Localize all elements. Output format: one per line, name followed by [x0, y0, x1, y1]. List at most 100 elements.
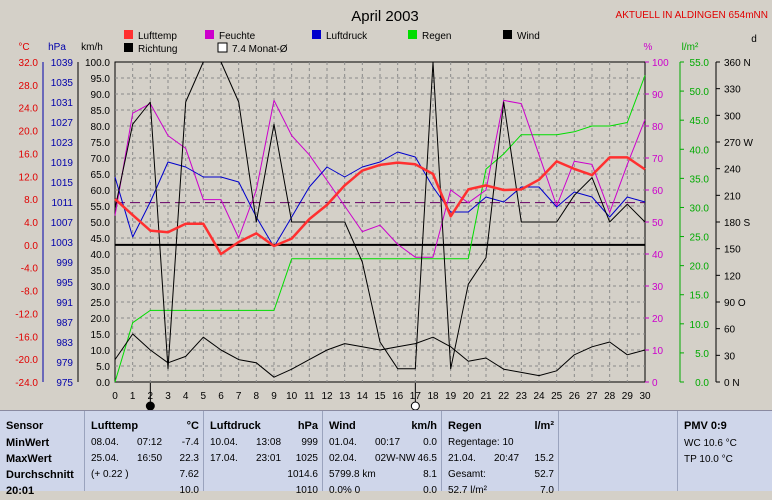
chart-title: April 2003 [351, 8, 419, 25]
weather-chart: April 2003 AKTUELL IN ALDINGEN 654mNN Lu… [15, 8, 768, 410]
x-tick-label: 5 [201, 391, 207, 402]
legend-label: Lufttemp [138, 31, 177, 42]
x-tick-label: 21 [480, 391, 492, 402]
direction-tick-label: 90 O [724, 298, 746, 309]
x-tick-label: 25 [551, 391, 563, 402]
humidity-tick-label: 50 [652, 218, 664, 229]
wind-min-value: 0.0 [423, 437, 437, 448]
wind-tick-label: 45.0 [91, 234, 111, 245]
new-moon-icon [145, 401, 155, 410]
panel-divider [441, 411, 442, 491]
pressure-column: Luftdruck hPa 10.04. 13:08 999 17.04. 23:01 1… [204, 411, 322, 496]
pressure-tick-label: 1011 [51, 198, 73, 209]
x-tick-label: 16 [392, 391, 404, 402]
temp-avg-value: 7.62 [179, 469, 199, 480]
direction-tick-label: 300 [724, 111, 741, 122]
humidity-tick-label: 100 [652, 58, 669, 69]
direction-tick-label: 60 [724, 325, 736, 336]
x-tick-label: 9 [271, 391, 277, 402]
pressure-tick-label: 991 [56, 298, 73, 309]
wind-axis-title: km/h [81, 42, 103, 53]
humidity-tick-label: 30 [652, 282, 664, 293]
rain-tick-label: 10.0 [690, 320, 710, 331]
pressure-min-value: 999 [301, 437, 318, 448]
direction-tick-label: 180 S [724, 218, 750, 229]
legend-swatch-icon [408, 30, 417, 39]
humidity-tick-label: 20 [652, 314, 664, 325]
humidity-tick-label: 90 [652, 90, 664, 101]
series-regen [114, 75, 646, 383]
legend-swatch-icon [205, 30, 214, 39]
sensor-column: Sensor MinWert MaxWert Durchschnitt 20:0… [0, 411, 84, 497]
humidity-axis-title: % [644, 42, 653, 53]
pressure-max-value: 1025 [295, 453, 318, 464]
pmv-header: PMV 0:9 [684, 420, 727, 432]
pressure-tick-label: 983 [56, 338, 73, 349]
wind-tick-label: 0.0 [96, 378, 110, 389]
temp-column: Lufttemp °C 08.04. 07:12 -7.4 25.04. 16:50 22… [85, 411, 203, 496]
rain-total-value: 52.7 [534, 469, 554, 480]
direction-tick-label: 240 [724, 165, 741, 176]
humidity-tick-label: 0 [652, 378, 658, 389]
wind-current-value: 0.0 [423, 485, 437, 496]
pressure-unit: hPa [297, 420, 318, 432]
x-tick-label: 0 [112, 391, 118, 402]
temp-min-value: -7.4 [181, 437, 199, 448]
wind-max-direction: 02W-NW [375, 453, 416, 464]
wind-tick-label: 60.0 [91, 186, 111, 197]
temp-tick-label: 32.0 [19, 58, 39, 69]
humidity-tick-label: 60 [652, 186, 664, 197]
temp-tick-label: -12.0 [15, 309, 38, 320]
wind-tick-label: 35.0 [91, 266, 111, 277]
temp-max-time: 16:50 [137, 453, 163, 464]
pressure-tick-label: 1003 [51, 238, 74, 249]
panel-empty-column [559, 411, 677, 491]
temp-header: Lufttemp [91, 420, 139, 432]
direction-tick-label: 330 [724, 85, 741, 96]
temp-tick-label: -20.0 [15, 355, 38, 366]
temp-unit: °C [186, 420, 199, 432]
humidity-tick-label: 70 [652, 154, 664, 165]
wind-tick-label: 80.0 [91, 122, 111, 133]
x-tick-label: 22 [498, 391, 510, 402]
pressure-max-time: 23:01 [256, 453, 282, 464]
wind-column: Wind km/h 01.04. 00:17 0.0 02.04. 02W-NW 46.5… [323, 411, 441, 496]
temp-max-value: 22.3 [179, 453, 199, 464]
wind-tick-label: 5.0 [96, 362, 110, 373]
panel-divider [558, 411, 559, 491]
pmv-windchill: WC 10.6 °C [684, 438, 737, 449]
x-tick-label: 4 [183, 391, 189, 402]
pressure-max-date: 17.04. [210, 453, 238, 464]
label-max: MaxWert [6, 453, 52, 465]
wind-tick-label: 55.0 [91, 202, 111, 213]
x-tick-label: 15 [374, 391, 386, 402]
full-moon-icon [410, 401, 420, 410]
x-tick-label: 18 [427, 391, 439, 402]
x-tick-label: 23 [516, 391, 528, 402]
x-axis-ticks: 0123456789101112131415161718192021222324… [112, 383, 651, 410]
x-tick-label: 6 [218, 391, 224, 402]
pressure-avg-value: 1014.6 [287, 469, 318, 480]
legend-swatch-icon [312, 30, 321, 39]
temp-tick-label: 16.0 [19, 149, 39, 160]
temp-min-date: 08.04. [91, 437, 119, 448]
legend-label: 7.4 Monat-Ø [232, 44, 288, 55]
series-richtung [114, 61, 646, 370]
temp-tick-label: -16.0 [15, 332, 38, 343]
humidity-tick-label: 40 [652, 250, 664, 261]
panel-divider [677, 411, 678, 491]
rain-header: Regen [448, 420, 482, 432]
wind-tick-label: 70.0 [91, 154, 111, 165]
x-tick-label: 1 [130, 391, 136, 402]
rain-column: Regen l/m² Regentage: 10 21.04. 20:47 15.2 … [442, 411, 558, 496]
wind-min-date: 01.04. [329, 437, 357, 448]
x-tick-label: 28 [604, 391, 616, 402]
pressure-tick-label: 1031 [51, 98, 74, 109]
rain-days: Regentage: 10 [448, 437, 514, 448]
x-tick-label: 19 [445, 391, 457, 402]
temp-tick-label: 28.0 [19, 81, 39, 92]
x-tick-label: 3 [165, 391, 171, 402]
temp-min-time: 07:12 [137, 437, 163, 448]
rain-tick-label: 20.0 [690, 262, 710, 273]
temp-tick-label: 20.0 [19, 127, 39, 138]
